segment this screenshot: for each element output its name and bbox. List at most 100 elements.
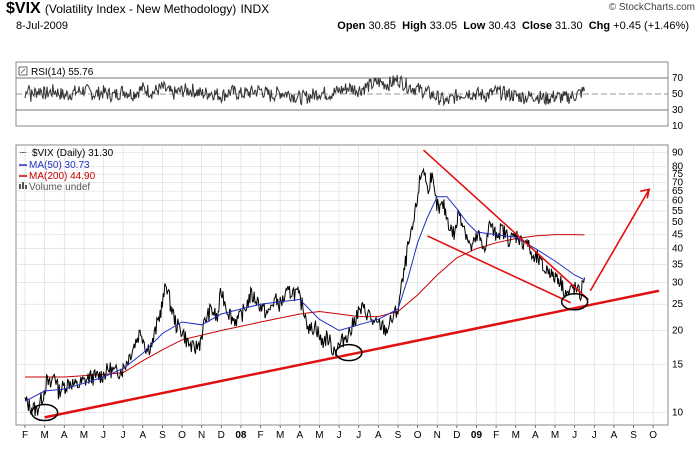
low-circle-0 <box>30 403 59 422</box>
x-tick-24: F <box>493 430 499 441</box>
exchange: INDX <box>240 2 270 16</box>
price-tick-70: 70 <box>672 177 684 188</box>
copyright: © StockCharts.com <box>608 2 695 13</box>
price-tick-50: 50 <box>672 217 684 228</box>
lower-wedge-line <box>427 235 572 304</box>
x-tick-26: A <box>532 430 539 441</box>
rsi-tick-10: 10 <box>672 121 684 132</box>
x-tick-30: A <box>611 430 618 441</box>
x-tick-6: A <box>139 430 146 441</box>
x-tick-25: M <box>512 430 520 441</box>
low-circle-1 <box>335 343 363 362</box>
price-x-ticks: F M A M J J A S O N D 08 F M A M J J A S O N D 09 F M A M J J A S O <box>22 425 657 441</box>
price-tick-45: 45 <box>672 230 684 241</box>
x-tick-27: M <box>551 430 559 441</box>
low-circles <box>30 293 589 422</box>
bars-icon: ┈ <box>20 148 26 159</box>
low-label: Low <box>463 20 486 32</box>
rsi-tick-30: 30 <box>672 105 684 116</box>
x-tick-21: N <box>434 430 441 441</box>
forecast-arrow <box>589 188 650 292</box>
high-label: High <box>402 20 427 32</box>
open-value: 30.85 <box>368 20 396 32</box>
x-tick-19: S <box>395 430 402 441</box>
x-tick-10: D <box>218 430 225 441</box>
close-value: 31.30 <box>555 20 583 32</box>
x-tick-18: A <box>375 430 382 441</box>
price-gridlines <box>16 145 668 425</box>
quote-date: 8-Jul-2009 <box>16 20 68 32</box>
legend-volume: Volume undef <box>29 182 90 193</box>
price-frame <box>15 144 669 426</box>
volume-icon <box>19 182 27 189</box>
x-tick-32: O <box>649 430 657 441</box>
x-tick-16: J <box>337 430 342 441</box>
x-tick-2: A <box>61 430 68 441</box>
x-tick-28: J <box>572 430 577 441</box>
high-value: 33.05 <box>429 20 458 32</box>
x-tick-23: 09 <box>471 430 483 441</box>
rsi-legend-label: RSI(14) 55.76 <box>31 67 94 78</box>
price-legend: $VIX (Daily) 31.30 ┈ MA(50) 30.73 MA(200… <box>19 148 114 193</box>
x-tick-5: J <box>121 430 126 441</box>
price-tick-75: 75 <box>672 169 684 180</box>
x-tick-1: M <box>40 430 48 441</box>
legend-vix: $VIX (Daily) 31.30 <box>32 148 114 159</box>
legend-ma50: MA(50) 30.73 <box>29 160 90 171</box>
low-circle-2 <box>560 293 589 311</box>
price-tick-55: 55 <box>672 206 684 217</box>
price-tick-60: 60 <box>672 196 684 207</box>
price-tick-30: 30 <box>672 278 684 289</box>
chg-label: Chg <box>588 20 611 32</box>
legend-ma200: MA(200) 44.90 <box>29 171 96 182</box>
close-label: Close <box>522 20 552 32</box>
x-tick-7: S <box>159 430 166 441</box>
price-tick-15: 15 <box>672 360 684 371</box>
rsi-tick-70: 70 <box>672 73 684 84</box>
x-tick-22: D <box>453 430 460 441</box>
x-tick-17: J <box>356 430 361 441</box>
x-tick-3: M <box>80 430 88 441</box>
x-tick-11: 08 <box>235 430 247 441</box>
x-tick-15: M <box>315 430 323 441</box>
x-tick-4: J <box>101 430 106 441</box>
x-tick-0: F <box>22 430 28 441</box>
ma50-line <box>24 196 585 402</box>
price-tick-35: 35 <box>672 259 684 270</box>
price-tick-80: 80 <box>672 162 684 173</box>
support-trendline <box>44 289 660 419</box>
chg-value: +0.45 (+1.46%) <box>613 20 689 32</box>
rsi-legend: RSI(14) 55.76 <box>18 66 94 78</box>
rsi-line <box>24 75 585 107</box>
x-tick-14: A <box>296 430 303 441</box>
x-tick-13: M <box>276 430 284 441</box>
x-tick-9: N <box>198 430 205 441</box>
rsi-y-ticks: 10 30 50 70 <box>672 73 684 132</box>
rsi-tick-50: 50 <box>672 89 684 100</box>
forecast-arrowhead <box>640 188 651 199</box>
x-tick-29: J <box>592 430 597 441</box>
chart-title: $VIX (Volatility Index - New Methodology… <box>6 0 269 18</box>
x-tick-12: F <box>258 430 264 441</box>
price-tick-10: 10 <box>672 408 684 419</box>
low-value: 30.43 <box>488 20 516 32</box>
upper-wedge-line <box>422 149 589 301</box>
x-tick-20: O <box>414 430 422 441</box>
price-tick-20: 20 <box>672 326 684 337</box>
x-tick-8: O <box>178 430 186 441</box>
price-tick-90: 90 <box>672 148 684 159</box>
x-tick-31: S <box>630 430 637 441</box>
quote-summary: Open 30.85 High 33.05 Low 30.43 Close 31… <box>337 20 689 32</box>
price-tick-25: 25 <box>672 299 684 310</box>
vix-price-line <box>24 167 585 417</box>
price-tick-40: 40 <box>672 244 684 255</box>
trendline-annotations <box>30 149 660 422</box>
symbol: $VIX <box>6 0 41 17</box>
price-tick-65: 65 <box>672 186 684 197</box>
rsi-panel: 10 30 50 70 RSI(14) 55.76 <box>15 61 684 132</box>
symbol-name: (Volatility Index - New Methodology) <box>44 2 237 16</box>
open-label: Open <box>337 20 366 32</box>
